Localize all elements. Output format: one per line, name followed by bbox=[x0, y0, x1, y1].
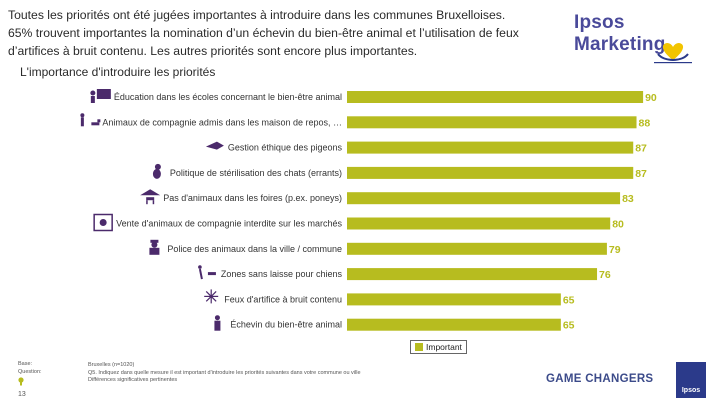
person-with-dog-icon bbox=[80, 113, 101, 127]
pigeon-icon bbox=[205, 141, 224, 150]
ipsos-badge-text: Ipsos bbox=[681, 387, 701, 394]
footer-note: Bruxelles (n=1020) Q5. Indiquez dans que… bbox=[88, 362, 428, 385]
headline: Toutes les priorités ont été jugées impo… bbox=[8, 6, 568, 60]
ipsos-badge: Ipsos bbox=[676, 362, 706, 398]
category-label-1: Éducation dans les écoles concernant le … bbox=[114, 92, 342, 102]
bar-5 bbox=[347, 192, 621, 205]
bar-7 bbox=[347, 242, 607, 255]
headline-line-1: Toutes les priorités ont été jugées impo… bbox=[8, 8, 506, 22]
base-label: Base: bbox=[18, 361, 33, 367]
value-label-8: 76 bbox=[599, 269, 611, 281]
bar-9 bbox=[347, 293, 561, 306]
category-label-9: Feux d'artifice à bruit contenu bbox=[224, 294, 342, 304]
bar-4 bbox=[347, 166, 634, 179]
value-label-7: 79 bbox=[609, 244, 621, 256]
teacher-board-icon bbox=[90, 89, 111, 103]
fireworks-icon bbox=[204, 289, 219, 304]
page-number: 13 bbox=[18, 391, 26, 398]
bar-10 bbox=[347, 318, 561, 331]
bar-8 bbox=[347, 268, 598, 281]
question-text: Q5. Indiquez dans quelle mesure il est i… bbox=[88, 369, 361, 376]
legend-swatch bbox=[415, 343, 423, 351]
legend-label: Important bbox=[426, 342, 462, 352]
question-label: Question: bbox=[18, 369, 42, 375]
significance-note: Différences significatives pertinentes bbox=[88, 377, 178, 383]
headline-line-3: d’artifices à bruit contenu. Les autres … bbox=[8, 44, 418, 58]
cat-icon bbox=[152, 163, 161, 179]
value-label-9: 65 bbox=[563, 294, 575, 306]
value-label-2: 88 bbox=[639, 117, 651, 129]
category-label-10: Échevin du bien-être animal bbox=[230, 320, 342, 330]
category-label-5: Pas d'animaux dans les foires (p.ex. pon… bbox=[163, 193, 342, 203]
category-label-2: Animaux de compagnie admis dans les mais… bbox=[102, 117, 342, 127]
bar-2 bbox=[347, 116, 637, 129]
bar-6 bbox=[347, 217, 611, 230]
bar-1 bbox=[347, 91, 644, 103]
category-label-8: Zones sans laisse pour chiens bbox=[221, 269, 343, 279]
chart-subtitle: L'importance d'introduire les priorités bbox=[20, 65, 216, 79]
value-label-10: 65 bbox=[563, 320, 575, 332]
footer-labels: Base: Question: bbox=[18, 360, 42, 376]
brand-logo-text: Ipsos Marketing bbox=[574, 12, 666, 55]
value-label-1: 90 bbox=[645, 92, 657, 104]
lightbulb-icon bbox=[18, 377, 24, 386]
value-label-4: 87 bbox=[635, 168, 647, 180]
category-label-3: Gestion éthique des pigeons bbox=[228, 143, 343, 153]
brussels-heart-logo-icon bbox=[654, 43, 692, 64]
headline-line-2: 65% trouvent importantes la nomination d… bbox=[8, 26, 519, 40]
dog-running-icon bbox=[198, 265, 216, 280]
pony-tent-icon bbox=[140, 189, 161, 205]
category-label-4: Politique de stérilisation des chats (er… bbox=[170, 168, 342, 178]
category-label-7: Police des animaux dans la ville / commu… bbox=[167, 244, 342, 254]
value-label-3: 87 bbox=[635, 143, 647, 155]
chart-legend: Important bbox=[410, 340, 467, 354]
official-person-icon bbox=[214, 315, 221, 331]
pet-shop-icon bbox=[93, 213, 113, 232]
value-label-5: 83 bbox=[622, 193, 634, 205]
bar-3 bbox=[347, 141, 634, 154]
base-text: Bruxelles (n=1020) bbox=[88, 362, 135, 368]
game-changers-tagline: GAME CHANGERS bbox=[546, 373, 654, 385]
value-label-6: 80 bbox=[612, 219, 624, 231]
category-label-6: Vente d'animaux de compagnie interdite s… bbox=[116, 219, 342, 229]
police-officer-icon bbox=[149, 239, 160, 255]
